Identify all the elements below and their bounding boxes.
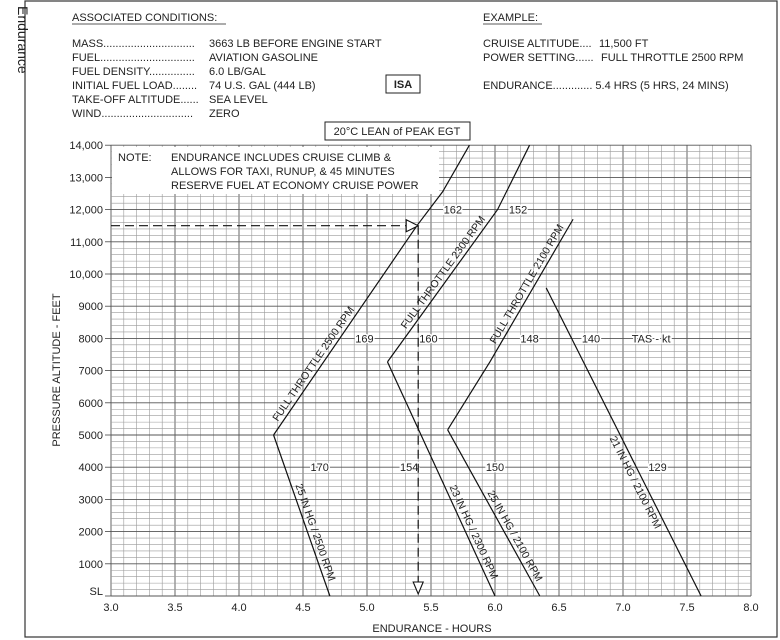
x-tick-label: 8.0 — [743, 602, 758, 614]
series-line — [386, 144, 531, 363]
series-line — [545, 287, 702, 597]
mixture-badge-text: 20°C LEAN of PEAK EGT — [334, 126, 461, 138]
tas-label: 140 — [582, 333, 600, 345]
cond-label: WIND.............................. — [72, 108, 193, 120]
y-tick-label: 4000 — [79, 462, 103, 474]
tas-label: 170 — [310, 462, 328, 474]
x-tick-label: 3.0 — [103, 602, 118, 614]
y-tick-label: 13,000 — [69, 172, 103, 184]
grid — [110, 144, 752, 597]
example-value: 11,500 FT — [599, 38, 649, 50]
tas-labels: 162 152 169 160 148 140 TAS - kt 170 154 150 129 — [309, 203, 672, 476]
series-label: 21 IN HG / 2100 RPM — [607, 434, 664, 531]
arrow-down-icon — [412, 581, 425, 596]
tas-label: TAS - kt — [632, 333, 671, 345]
y-tick-label: SL — [90, 586, 103, 598]
series-line — [447, 429, 541, 597]
x-tick-label: 4.5 — [295, 602, 310, 614]
tas-label: 152 — [509, 205, 527, 217]
x-axis-label: ENDURANCE - HOURS — [372, 623, 491, 635]
y-tick-label: 14,000 — [69, 140, 103, 152]
y-tick-label: 5000 — [79, 430, 103, 442]
x-tick-label: 3.5 — [167, 602, 182, 614]
cond-value: 6.0 LB/GAL — [209, 66, 266, 78]
x-tick-label: 4.0 — [231, 602, 246, 614]
series-label: 25 IN HG / 2500 RPM — [293, 482, 338, 582]
cond-label: FUEL DENSITY............... — [72, 66, 195, 78]
note-box — [112, 147, 439, 194]
y-tick-label: 11,000 — [70, 237, 103, 249]
series-line — [386, 361, 496, 597]
y-tick-label: 10,000 — [69, 269, 103, 281]
example-label: CRUISE ALTITUDE.... — [483, 38, 592, 50]
y-tick-label: 6000 — [79, 398, 103, 410]
series-line — [273, 144, 470, 436]
cond-value: ZERO — [209, 108, 240, 120]
tas-label: 150 — [486, 462, 504, 474]
example-label: ENDURANCE............. — [483, 80, 592, 92]
cond-label: FUEL............................... — [72, 52, 195, 64]
example-value: 5.4 HRS (5 HRS, 24 MINS) — [595, 80, 728, 92]
x-tick-label: 6.5 — [551, 602, 566, 614]
tas-label: 162 — [444, 205, 462, 217]
series-label: FULL THROTTLE 2300 RPM — [399, 214, 488, 331]
example-heading: EXAMPLE: — [483, 12, 538, 24]
arrow-right-icon — [405, 218, 420, 233]
x-tick-label: 6.0 — [487, 602, 502, 614]
tas-label: 169 — [355, 333, 373, 345]
note-line: ALLOWS FOR TAXI, RUNUP, & 45 MINUTES — [171, 166, 395, 178]
cond-value: 74 U.S. GAL (444 LB) — [209, 80, 316, 92]
tas-label: 129 — [648, 462, 666, 474]
mixture-badge — [324, 121, 471, 141]
y-tick-label: 1000 — [79, 559, 103, 571]
axis-ticks: 3.0 3.5 4.0 4.5 5.0 5.5 6.0 6.5 7.0 7.5 8.0 SL 1000 2… — [69, 140, 758, 614]
series-line — [447, 218, 574, 431]
example-path — [111, 218, 425, 596]
series-line — [272, 434, 331, 597]
y-tick-label: 7000 — [79, 366, 103, 378]
y-tick-label: 3000 — [79, 494, 103, 506]
series-label: FULL THROTTLE 2100 RPM — [488, 222, 567, 345]
chart-frame — [24, 0, 778, 638]
y-axis-label: PRESSURE ALTITUDE - FEET — [51, 293, 63, 446]
cond-label: INITIAL FUEL LOAD........ — [72, 80, 197, 92]
isa-badge-text: ISA — [394, 79, 412, 91]
tas-label: 148 — [520, 333, 538, 345]
x-tick-label: 5.5 — [423, 602, 438, 614]
side-title: Endurance — [15, 6, 31, 74]
conditions-heading: ASSOCIATED CONDITIONS: — [72, 12, 217, 24]
x-tick-label: 7.0 — [615, 602, 630, 614]
note-label: NOTE: — [118, 152, 152, 164]
tas-label: 160 — [419, 333, 437, 345]
tas-label: 154 — [400, 462, 418, 474]
y-tick-label: 9000 — [79, 301, 103, 313]
cond-value: 3663 LB BEFORE ENGINE START — [209, 38, 382, 50]
example-label: POWER SETTING...... — [483, 52, 594, 64]
cond-label: TAKE-OFF ALTITUDE...... — [72, 94, 199, 106]
cond-value: SEA LEVEL — [209, 94, 268, 106]
example-value: FULL THROTTLE 2500 RPM — [601, 52, 743, 64]
y-tick-label: 8000 — [79, 333, 103, 345]
x-tick-label: 7.5 — [679, 602, 694, 614]
cond-label: MASS.............................. — [72, 38, 195, 50]
cond-value: AVIATION GASOLINE — [209, 52, 318, 64]
note-line: RESERVE FUEL AT ECONOMY CRUISE POWER — [171, 180, 419, 192]
x-tick-label: 5.0 — [359, 602, 374, 614]
isa-badge — [385, 74, 421, 94]
y-tick-label: 2000 — [79, 527, 103, 539]
conditions-list: MASS.............................. 3663 … — [72, 38, 382, 120]
note-line: ENDURANCE INCLUDES CRUISE CLIMB & — [171, 152, 392, 164]
y-tick-label: 12,000 — [69, 205, 103, 217]
